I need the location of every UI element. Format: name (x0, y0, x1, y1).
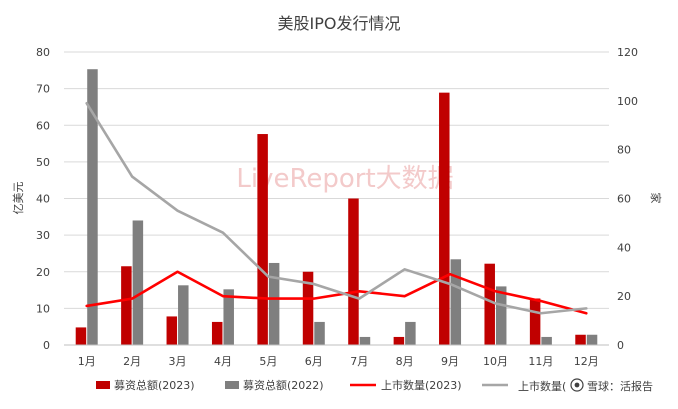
bar-2023 (393, 336, 405, 345)
legend-swatch (96, 381, 110, 389)
y-tick-right: 60 (617, 193, 631, 206)
legend-label: 募资总额(2022) (243, 378, 324, 392)
y-tick-right: 100 (617, 95, 638, 108)
legend: 募资总额(2023) 募资总额(2022) 上市数量(2023) (96, 378, 508, 392)
y-tick-left: 70 (36, 83, 50, 96)
bar-2023 (121, 266, 132, 345)
bar-2022 (541, 336, 552, 345)
y-tick-right: 80 (617, 144, 631, 157)
bar-2023 (575, 334, 586, 345)
x-tick-label: 1月 (78, 355, 96, 368)
bar-2023 (166, 316, 178, 345)
bars (75, 69, 598, 346)
bar-2022 (405, 321, 416, 345)
bar-2022 (495, 286, 507, 345)
bar-2022 (359, 336, 371, 345)
axes: 0 10 20 30 40 50 60 70 80 0 20 40 60 80 100 120 1月 2月 3月 4月… (36, 46, 638, 368)
y-tick-left: 10 (36, 302, 50, 315)
bar-2022 (132, 220, 144, 345)
bar-2023 (75, 327, 87, 345)
bar-2023 (257, 134, 268, 345)
legend-label: 上市数量(2023) (381, 378, 462, 392)
legend-swatch (225, 381, 239, 389)
chart-title: 美股IPO发行情况 (278, 14, 401, 33)
y-tick-left: 80 (36, 46, 50, 59)
x-tick-label: 12月 (574, 355, 599, 368)
x-tick-label: 7月 (350, 355, 368, 368)
bar-2022 (87, 69, 98, 346)
y-tick-right: 0 (617, 339, 624, 352)
footer-badge-text: 雪球：活报告 (587, 379, 653, 393)
y-axis-right-title: 家 (649, 193, 663, 204)
bar-2023 (211, 321, 223, 345)
line-series-2022 (85, 101, 588, 315)
legend-overlay-text: 上市数量( (518, 379, 566, 393)
bar-2023 (348, 198, 359, 345)
y-tick-right: 120 (617, 46, 638, 59)
x-tick-label: 11月 (528, 355, 553, 368)
bar-2022 (268, 262, 280, 345)
grid-lines (64, 51, 609, 346)
bar-2022 (450, 259, 462, 345)
y-tick-right: 20 (617, 290, 631, 303)
watermark: LiveReport大数据 (236, 164, 453, 194)
x-tick-label: 3月 (169, 355, 187, 368)
y-tick-left: 0 (43, 339, 50, 352)
line-series-2023 (85, 270, 588, 315)
legend-label: 募资总额(2023) (114, 378, 195, 392)
y-tick-left: 20 (36, 266, 50, 279)
y-tick-left: 60 (36, 119, 50, 132)
y-axis-left-title: 亿美元 (12, 182, 25, 215)
snowball-logo-icon (570, 378, 584, 392)
y-tick-left: 40 (36, 193, 50, 206)
bar-2022 (586, 334, 598, 345)
x-tick-label: 5月 (259, 355, 277, 368)
bar-2022 (223, 289, 234, 345)
bar-2022 (178, 285, 189, 345)
x-tick-label: 2月 (123, 355, 141, 368)
bar-2023 (302, 271, 314, 345)
bar-2023 (439, 92, 450, 345)
x-tick-label: 8月 (396, 355, 414, 368)
y-tick-left: 50 (36, 156, 50, 169)
y-tick-left: 30 (36, 229, 50, 242)
x-tick-label: 10月 (483, 355, 508, 368)
bar-2023 (529, 298, 541, 345)
x-tick-label: 4月 (214, 355, 232, 368)
x-tick-label: 9月 (441, 355, 459, 368)
y-tick-right: 40 (617, 241, 631, 254)
footer-badge: 上市数量( 雪球：活报告 (514, 372, 664, 398)
lines (85, 101, 588, 315)
bar-2022 (314, 321, 325, 345)
x-tick-label: 6月 (305, 355, 323, 368)
bar-2023 (484, 263, 495, 345)
